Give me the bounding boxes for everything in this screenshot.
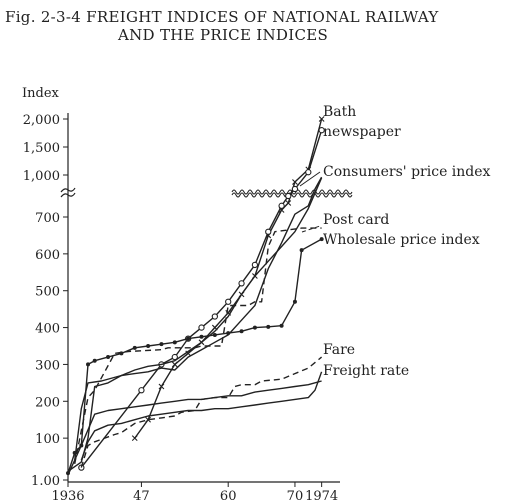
y-tick-label: 1.00 (31, 474, 60, 489)
x-tick-label: 1974 (305, 489, 338, 503)
data-point (145, 416, 151, 423)
figure-title-line-2: AND THE PRICE INDICES (118, 26, 329, 44)
data-point (171, 353, 178, 361)
y-tick-label: 500 (35, 285, 60, 300)
data-point (185, 350, 192, 357)
series-line (80, 371, 323, 461)
data-point (138, 387, 145, 394)
data-point (225, 298, 232, 305)
series-line (67, 238, 322, 474)
data-point (212, 332, 217, 337)
data-point (238, 280, 245, 287)
series-label: Consumers' price index (323, 164, 491, 180)
data-point (285, 192, 292, 200)
data-point (291, 185, 299, 193)
y-axis-break-mark (60, 187, 76, 198)
y-axis-label: Index (22, 86, 60, 101)
data-point (132, 345, 137, 350)
data-point (319, 237, 324, 242)
data-point (171, 361, 178, 368)
data-point (252, 325, 257, 330)
series-line (80, 356, 323, 468)
data-point (251, 261, 259, 269)
y-tick-label: 300 (35, 358, 60, 373)
series-line (67, 380, 322, 476)
y-tick-label: 700 (35, 211, 60, 226)
series-label: Bath (323, 104, 356, 120)
data-point (279, 323, 284, 328)
series-group (66, 116, 325, 476)
data-point (106, 355, 111, 360)
data-point (292, 299, 297, 304)
x-tick-label: 1936 (51, 489, 84, 503)
data-point (239, 329, 244, 334)
label-leader-line (301, 225, 321, 233)
figure-title-line-1: Fig. 2-3-4 FREIGHT INDICES OF NATIONAL R… (5, 8, 439, 26)
series-label: Post card (323, 212, 389, 228)
data-point (186, 336, 191, 341)
data-point (318, 116, 325, 122)
x-tick-label: 70 (287, 489, 304, 503)
data-point (86, 362, 91, 367)
series-line (67, 177, 323, 472)
data-point (278, 202, 285, 209)
x-tick-label: 60 (220, 489, 237, 503)
data-point (265, 228, 272, 235)
x-tick-label: 47 (133, 489, 150, 503)
data-point (159, 342, 164, 347)
series-line (80, 129, 323, 469)
data-point (292, 179, 298, 185)
y-tick-label: 200 (35, 395, 60, 410)
data-point (318, 127, 325, 134)
axes: Index 1.00 100 200 300 400 500 600 700 1,000 1,500… (22, 86, 353, 503)
y-tick-label: 1,500 (23, 141, 60, 156)
data-point (146, 344, 151, 348)
series-line (74, 176, 323, 461)
label-leader-line (299, 171, 321, 187)
data-point (266, 324, 271, 329)
y-tick-label: 100 (35, 432, 60, 447)
data-point (285, 200, 292, 206)
series-labels: Bath newspaper Consumers' price index Post … (299, 104, 491, 379)
y-tick-label: 600 (35, 248, 60, 263)
y-tick-label: 2,000 (23, 113, 60, 128)
data-point (172, 340, 177, 345)
data-point (92, 358, 97, 363)
plot-break-wave (231, 192, 353, 198)
data-point (131, 435, 138, 442)
data-point (119, 351, 124, 356)
series-label: newspaper (323, 124, 401, 140)
y-tick-label: 1,000 (23, 169, 60, 184)
data-point (158, 383, 165, 390)
data-point (305, 169, 312, 176)
series-label: Wholesale price index (323, 232, 480, 248)
data-point (299, 248, 304, 253)
data-point (198, 324, 205, 331)
series-label: Freight rate (323, 363, 409, 379)
series-label: Fare (323, 342, 355, 358)
series-line (134, 118, 323, 439)
data-point (199, 334, 204, 339)
y-tick-label: 400 (35, 322, 60, 337)
data-point (211, 313, 218, 320)
